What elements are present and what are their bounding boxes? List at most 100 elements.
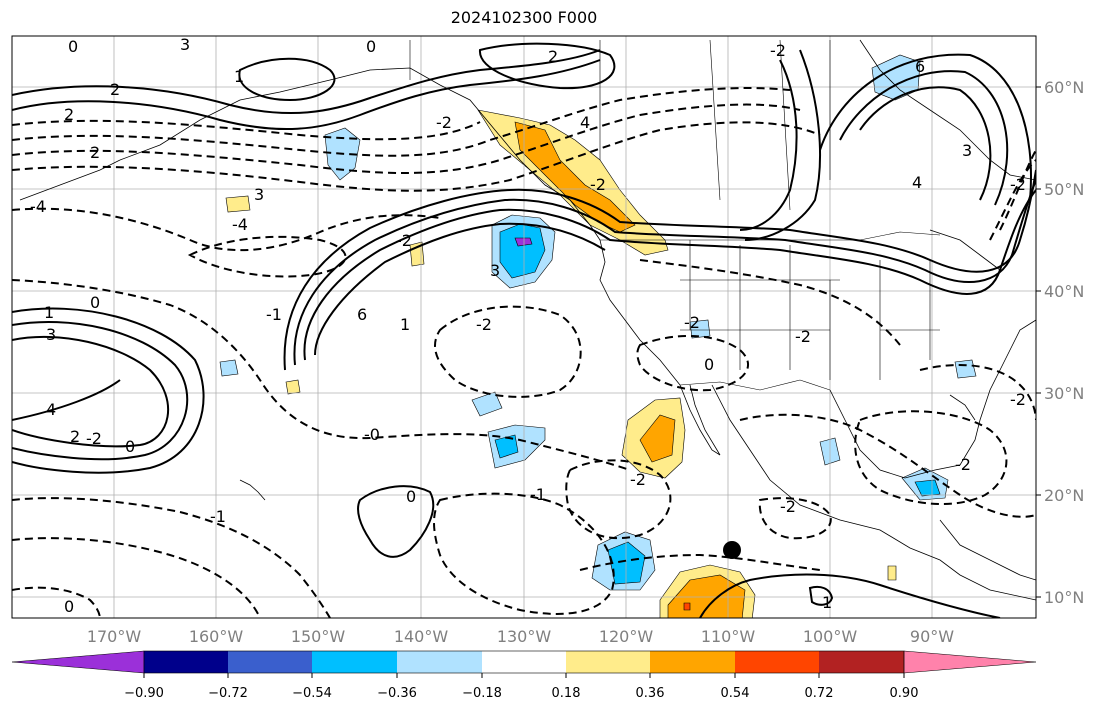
central-america (939, 519, 1036, 581)
contour-negative-19 (12, 586, 101, 618)
aleutian-chain (19, 159, 121, 201)
contour-label: 2 (548, 47, 558, 66)
contour-jet-1 (303, 189, 1036, 361)
negative-anomaly-small-5 (219, 359, 239, 377)
contour-negative-10 (434, 305, 582, 398)
contour-north-1 (12, 59, 601, 131)
positive-anomaly-bc-core (514, 121, 636, 233)
contour-negative-20 (999, 149, 1036, 231)
contour-positive-west-high-2 (12, 320, 189, 461)
baja-peninsula (679, 384, 721, 456)
contour-jet-4 (314, 222, 606, 356)
lon-label-150w: 150°W (291, 627, 346, 646)
colorbar-tick-label: 0.18 (552, 686, 581, 701)
contour-label: -2 (476, 315, 492, 334)
contour-jet-3 (283, 169, 1036, 371)
contour-tropics-2 (808, 585, 834, 606)
lat-label-40n: 40°N (1044, 282, 1084, 301)
contour-negative-2 (12, 103, 801, 175)
contour-negative-18 (758, 497, 832, 540)
gulf-of-mexico-coast (829, 319, 1036, 479)
contour-lines-dashed (12, 87, 1036, 618)
colorbar-tick-label: −0.36 (377, 686, 417, 701)
contour-canada-1 (739, 59, 798, 231)
colorbar-segment (144, 651, 228, 673)
positive-anomaly-small-3 (285, 379, 301, 395)
contour-negative-11 (433, 492, 615, 615)
contour-label: -2 (436, 113, 452, 132)
colorbar-extend-max (903, 650, 1037, 674)
colorbar-segment (397, 651, 482, 673)
positive-anomaly-small-4 (887, 565, 897, 581)
shaded-anomaly-regions (219, 54, 977, 618)
contour-negative-12 (565, 459, 672, 540)
state-lines-west (680, 240, 840, 370)
contour-lines (12, 42, 1036, 618)
contour-negative-21 (989, 159, 1036, 241)
lat-label-30n: 30°N (1044, 384, 1084, 403)
colorbar-segment (566, 651, 650, 673)
lat-label-20n: 20°N (1044, 486, 1084, 505)
lon-label-160w: 160°W (189, 627, 244, 646)
contour-subtropic-high (357, 485, 435, 558)
contour-label: 6 (915, 57, 925, 76)
negative-anomaly-small-3 (689, 319, 711, 339)
colorbar-tick-label: −0.18 (462, 686, 502, 701)
lon-label-90w: 90°W (910, 627, 954, 646)
contour-label-group: 2 3 0 2 6 -2 0 -2 2 2 4 3 -4 3 -4 0 1 3 … (30, 35, 1026, 616)
contour-negative-3 (12, 121, 821, 192)
positive-anomaly-small-1 (225, 195, 251, 213)
lat-labels: 60°N 50°N 40°N 30°N 20°N 10°N (1044, 78, 1084, 607)
lon-label-100w: 100°W (803, 627, 858, 646)
contour-label: 1 (400, 315, 410, 334)
contour-label: -2 (770, 41, 786, 60)
contour-label: 2 (64, 105, 74, 124)
contour-label: 3 (490, 261, 500, 280)
lon-label-170w: 170°W (87, 627, 142, 646)
contour-label: 0 (406, 487, 416, 506)
contour-hudson-1 (859, 86, 992, 201)
negative-anomaly-gulf-mexico-core (914, 479, 941, 497)
positive-anomaly-east-pacific-max (683, 602, 691, 611)
contour-north-high (478, 42, 616, 90)
contour-label: -1 (266, 305, 282, 324)
contour-label: 3 (254, 185, 264, 204)
contour-label: 4 (912, 173, 922, 192)
negative-anomaly-subtropic-core (494, 434, 519, 459)
great-lakes (929, 229, 1001, 271)
contour-label: 0 (68, 37, 78, 56)
contour-label: -2 (684, 313, 700, 332)
contour-label: 2 (70, 427, 80, 446)
alaska-coast (119, 67, 601, 241)
contour-label: -2 (86, 429, 102, 448)
contour-label: 0 (125, 437, 135, 456)
contour-label: -4 (30, 197, 46, 216)
canada-provinces (599, 39, 831, 211)
contour-north-2 (12, 49, 601, 115)
contour-negative-22 (579, 553, 821, 571)
contour-label: 0 (366, 37, 376, 56)
contour-north-low (238, 57, 336, 102)
negative-anomaly-small-1 (471, 391, 503, 417)
station-marker (723, 541, 741, 559)
contour-negative-14 (636, 335, 750, 392)
contour-label: -2 (630, 470, 646, 489)
contour-canada-2 (744, 49, 821, 241)
contour-tropics-1 (699, 573, 1001, 618)
lat-label-10n: 10°N (1044, 588, 1084, 607)
colorbar-segment (312, 651, 397, 673)
lon-label-120w: 120°W (599, 627, 654, 646)
contour-negative-17 (919, 364, 1036, 421)
mexico-pacific-coast (711, 384, 1036, 601)
contour-negative-8 (12, 497, 331, 618)
colorbar-tick-label: −0.54 (292, 686, 332, 701)
contour-label: -2 (1010, 390, 1026, 409)
colorbar-segment (228, 651, 312, 673)
lat-ticks (1036, 86, 1041, 598)
lat-label-50n: 50°N (1044, 180, 1084, 199)
contour-negative-5 (12, 207, 441, 252)
contour-label: 1 (822, 593, 832, 612)
colorbar-tick-label: 0.36 (636, 686, 665, 701)
contour-negative-7 (12, 279, 631, 471)
